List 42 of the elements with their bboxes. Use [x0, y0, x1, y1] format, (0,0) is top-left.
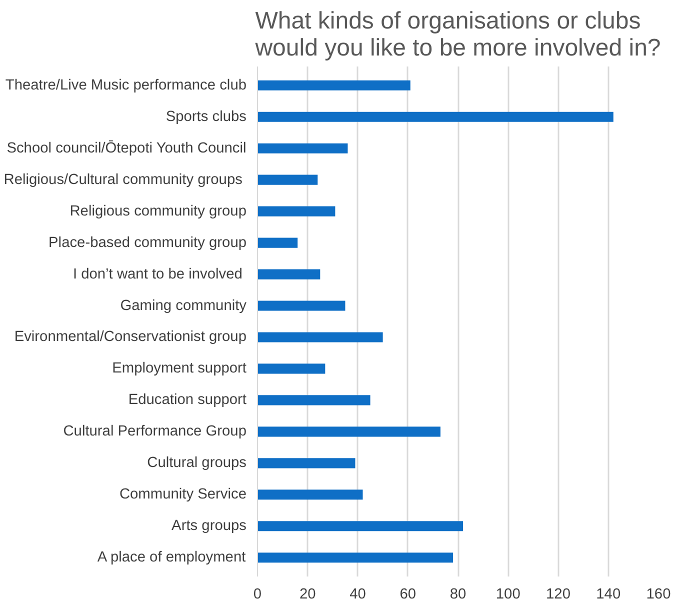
bar: [258, 143, 348, 154]
y-tick-label: Gaming community: [120, 298, 248, 314]
bar: [258, 364, 326, 374]
x-tick-label: 0: [253, 586, 262, 601]
y-tick-label: Religious/Cultural community groups: [4, 172, 242, 188]
y-tick-label: Education support: [128, 392, 247, 408]
y-tick-label: Religious community group: [70, 203, 247, 220]
y-tick-label: Place-based community group: [48, 234, 247, 251]
y-tick-label: Cultural groups: [147, 455, 247, 472]
bar: [258, 112, 614, 122]
bar: [258, 552, 453, 563]
bar: [258, 238, 298, 248]
x-tick-label: 140: [596, 586, 621, 601]
y-tick-label: Evironmental/Conservationist group: [14, 329, 247, 346]
x-tick-label: 60: [400, 586, 416, 601]
y-tick-label: Arts groups: [172, 518, 247, 534]
y-tick-label: Community Service: [119, 486, 247, 503]
bar: [258, 300, 346, 311]
chart-title: What kinds of organisations or clubs would you like to be more involved in?: [254, 8, 661, 62]
x-tick-label: 40: [350, 586, 366, 601]
y-tick-label: Theatre/Live Music performance club: [5, 77, 247, 94]
x-tick-label: 160: [646, 586, 671, 601]
bar: [258, 174, 318, 185]
bar: [258, 521, 464, 532]
bar: [258, 490, 363, 500]
bar: [258, 269, 320, 280]
bar: [258, 458, 356, 468]
x-tick-label: 120: [546, 586, 570, 601]
bar: [258, 426, 440, 437]
bar: [258, 395, 370, 406]
y-tick-label: Employment support: [112, 360, 247, 377]
y-tick-label: Sports clubs: [166, 108, 247, 125]
x-tick-label: 100: [496, 586, 520, 601]
bar: [258, 332, 383, 342]
y-tick-label: Cultural Performance Group: [63, 424, 247, 440]
y-tick-label: School council/Ōtepoti Youth Council: [6, 139, 246, 156]
y-tick-label: A place of employment: [97, 550, 246, 566]
y-tick-label: I don’t want to be involved: [72, 266, 242, 282]
bar: [258, 206, 336, 216]
x-tick-label: 80: [450, 586, 466, 601]
bar: [258, 80, 410, 90]
x-tick-label: 20: [299, 586, 316, 601]
